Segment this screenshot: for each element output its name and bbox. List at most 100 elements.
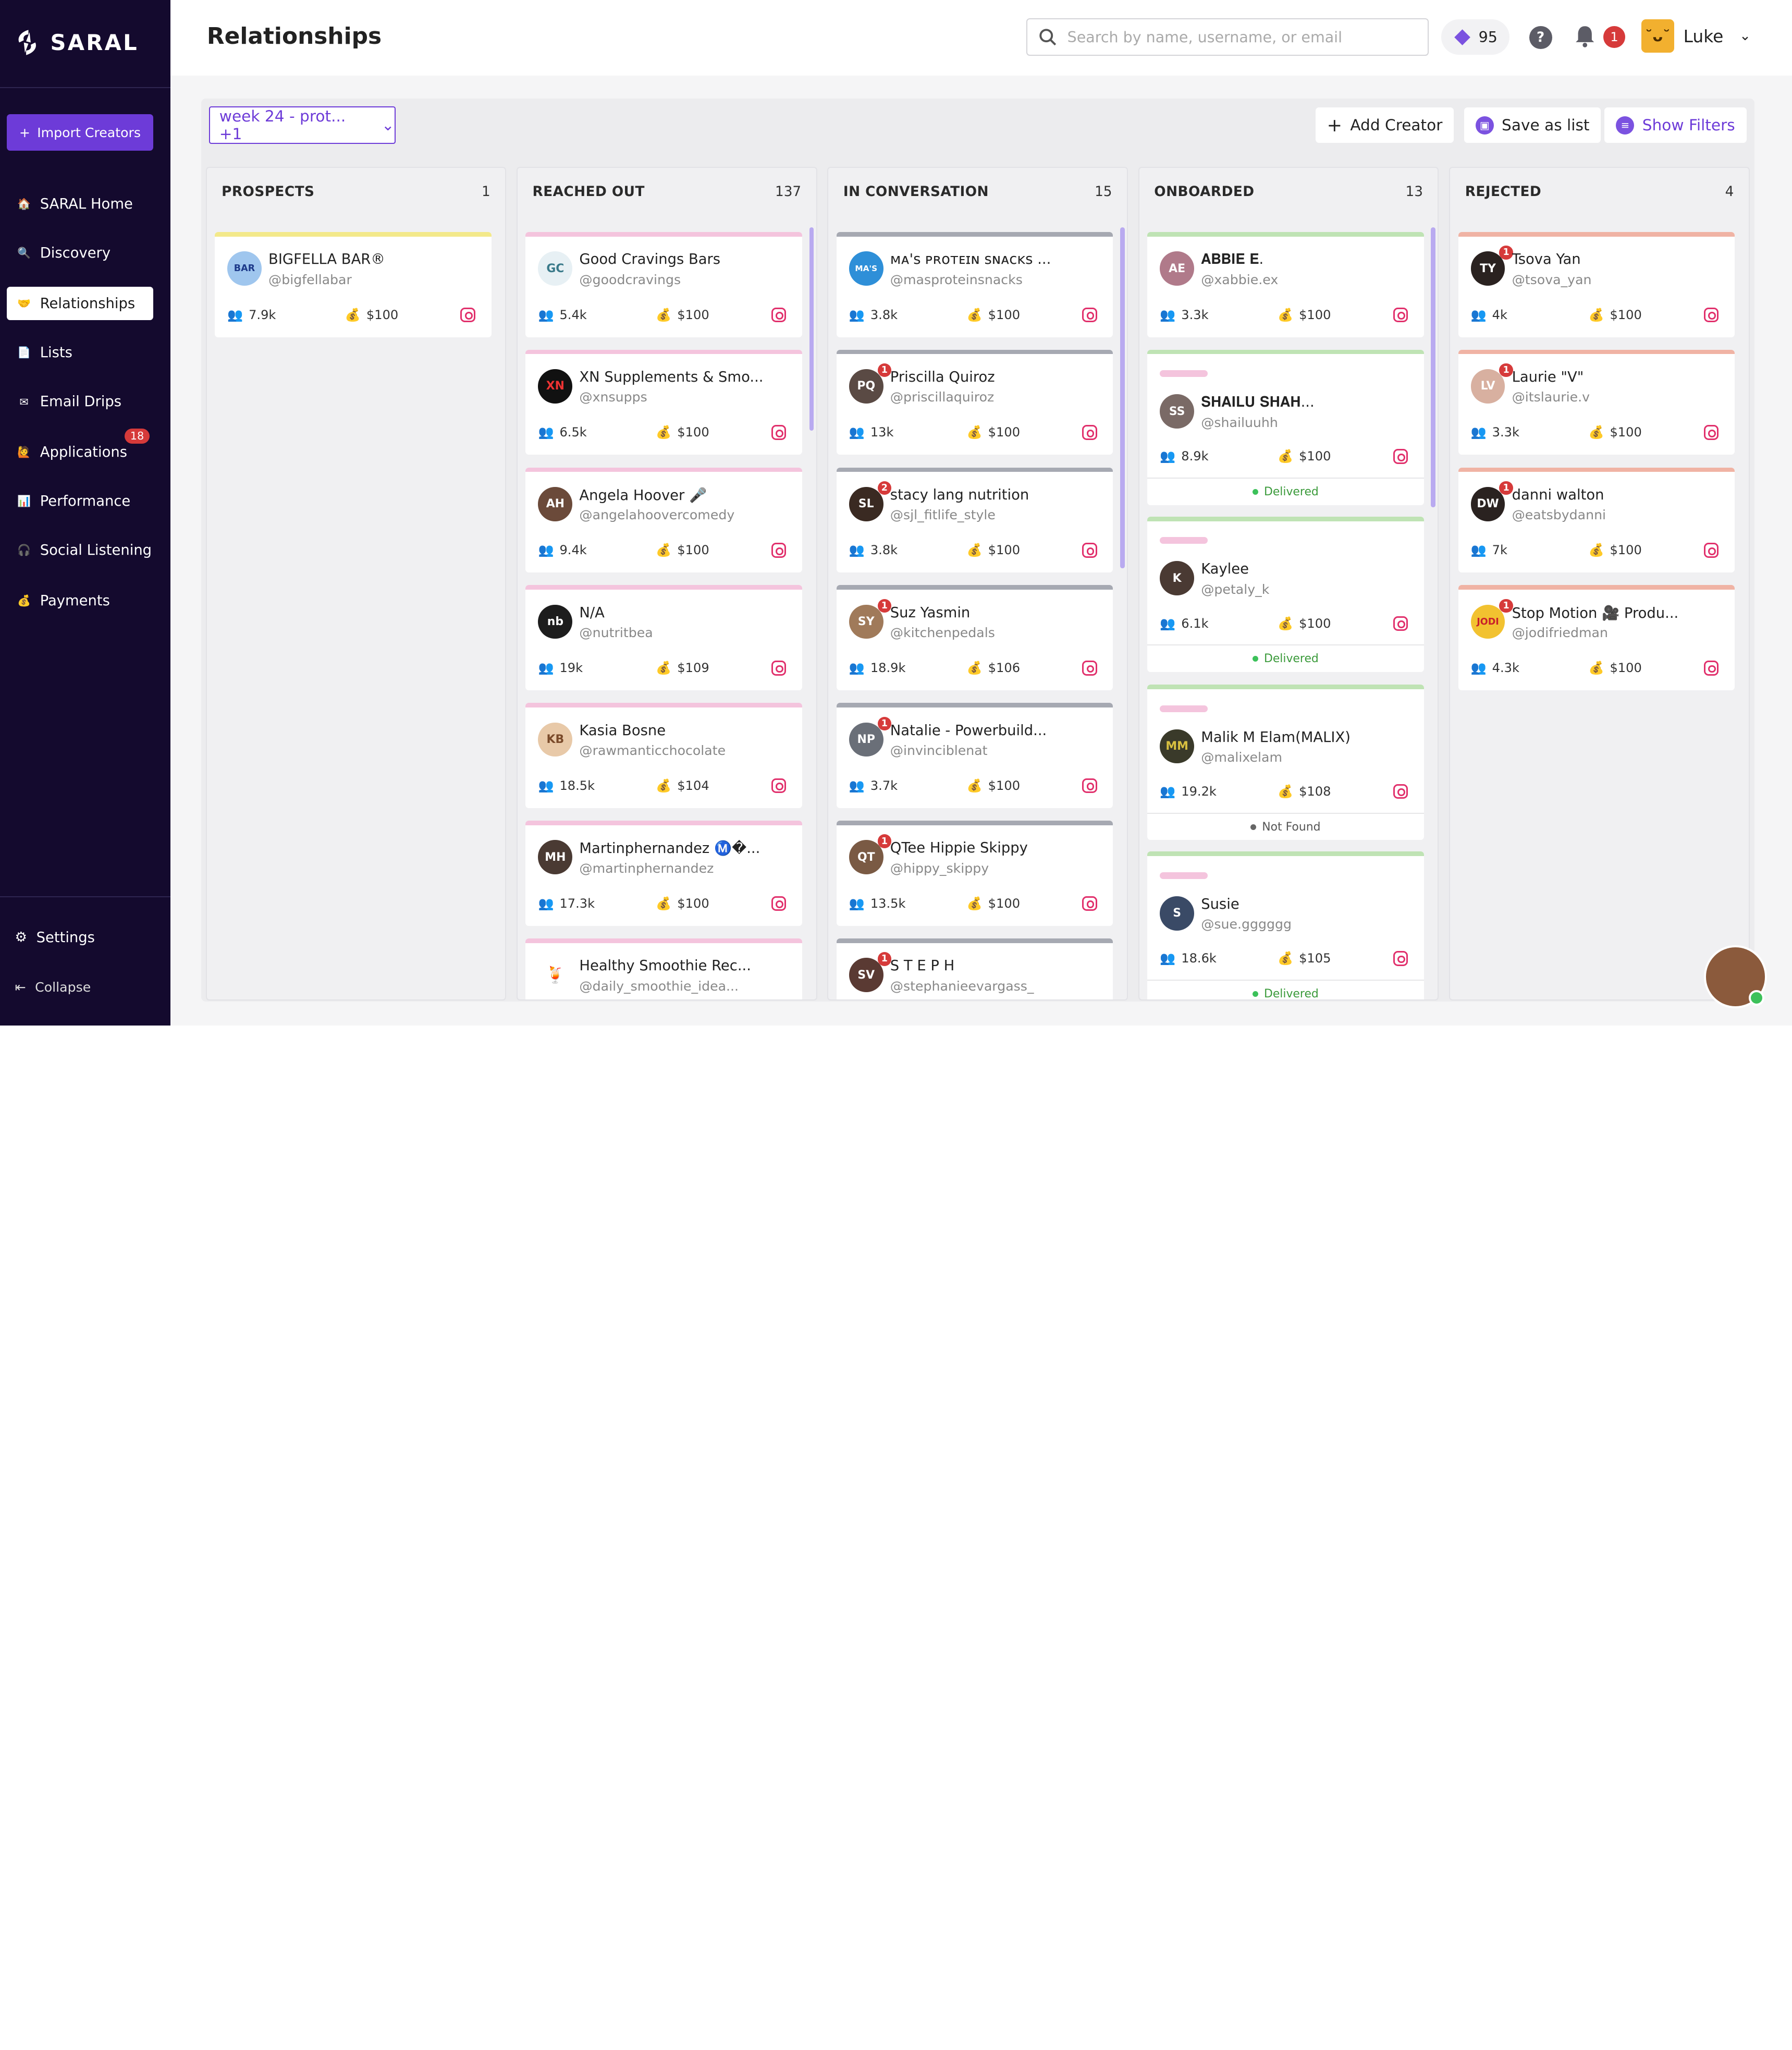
support-chat-avatar[interactable] xyxy=(1704,945,1767,1008)
creator-handle: @eatsbydanni xyxy=(1512,507,1606,523)
credits-badge[interactable]: 95 xyxy=(1441,19,1510,55)
creator-name: Malik M Elam(MALIX) xyxy=(1201,729,1351,746)
instagram-icon[interactable] xyxy=(771,778,787,794)
logo[interactable]: SARAL xyxy=(14,28,139,57)
creator-card[interactable]: SS 𝐒𝐇𝐀𝐈𝐋𝐔 𝐒𝐇𝐀𝐇... @shailuuhh 👥 8.9k 💰 $100… xyxy=(1147,349,1424,505)
instagram-icon[interactable] xyxy=(1703,543,1719,558)
price-value: 💰 $108 xyxy=(1278,784,1331,799)
creator-card[interactable]: BAR BIGFELLA BAR® @bigfellabar 👥 7.9k 💰 $1… xyxy=(214,231,492,337)
creator-card[interactable]: QT 1 QTee Hippie Skippy @hippy_skippy 👥 13… xyxy=(836,821,1113,926)
creator-card[interactable]: NP 1 Natalie - Powerbuild... @invinciblen… xyxy=(836,703,1113,808)
price-value: 💰 $100 xyxy=(966,543,1021,558)
instagram-icon[interactable] xyxy=(771,307,787,323)
sidebar-item-discovery[interactable]: 🔍 Discovery xyxy=(7,237,153,270)
instagram-icon[interactable] xyxy=(1082,543,1097,558)
bell-icon[interactable] xyxy=(1575,25,1595,48)
creator-handle: @itslaurie.v xyxy=(1512,389,1590,405)
collapse-button[interactable]: ⇤ Collapse xyxy=(15,980,91,995)
creator-card[interactable]: 🍹 Healthy Smoothie Rec... @daily_smoothi… xyxy=(525,938,802,999)
instagram-icon[interactable] xyxy=(771,661,787,676)
instagram-icon[interactable] xyxy=(1082,896,1097,911)
creator-card[interactable]: PQ 1 Priscilla Quiroz @priscillaquiroz 👥 1… xyxy=(836,349,1113,455)
instagram-icon[interactable] xyxy=(771,425,787,440)
tag-pill xyxy=(1160,537,1208,544)
creator-handle: @nutritbea xyxy=(579,625,653,641)
creator-card[interactable]: LV 1 Laurie "V" @itslaurie.v 👥 3.3k 💰 $100 xyxy=(1458,349,1735,455)
people-icon: 👥 xyxy=(849,778,865,793)
settings-link[interactable]: ⚙ Settings xyxy=(15,930,95,946)
search-box[interactable] xyxy=(1026,18,1429,56)
add-creator-button[interactable]: + Add Creator xyxy=(1315,107,1454,143)
instagram-icon[interactable] xyxy=(1393,449,1408,464)
sidebar-item-social-listening[interactable]: 🎧 Social Listening xyxy=(7,534,153,567)
creator-name: Healthy Smoothie Rec... xyxy=(579,958,751,974)
delivery-status: Delivered xyxy=(1147,644,1424,672)
user-menu[interactable]: ˘ᴗ˘ Luke ⌄ xyxy=(1641,19,1751,53)
money-bag-icon: 💰 xyxy=(1278,307,1294,322)
creator-card[interactable]: SV 1 S T E P H @stephanieevargass_ xyxy=(836,938,1113,999)
search-input[interactable] xyxy=(1067,28,1410,46)
instagram-icon[interactable] xyxy=(1703,425,1719,440)
help-icon[interactable]: ? xyxy=(1529,26,1552,50)
creator-name: N/A xyxy=(579,604,605,621)
sidebar-item-lists[interactable]: 📄 Lists xyxy=(7,336,153,370)
people-icon: 👥 xyxy=(849,661,865,676)
instagram-icon[interactable] xyxy=(1082,307,1097,323)
creator-card[interactable]: MM Malik M Elam(MALIX) @malixelam 👥 19.2k… xyxy=(1147,685,1424,840)
creator-card[interactable]: GC Good Cravings Bars @goodcravings 👥 5.4… xyxy=(525,231,802,337)
sidebar-item-payments[interactable]: 💰 Payments xyxy=(7,584,153,617)
creator-card[interactable]: SY 1 Suz Yasmin @kitchenpedals 👥 18.9k 💰 $1… xyxy=(836,585,1113,691)
sidebar-item-label: SARAL Home xyxy=(40,196,133,212)
collapse-label: Collapse xyxy=(35,980,91,995)
instagram-icon[interactable] xyxy=(771,543,787,558)
notification-count-badge: 1 xyxy=(1603,26,1625,48)
instagram-icon[interactable] xyxy=(1393,307,1408,323)
money-bag-icon: 💰 xyxy=(966,543,983,558)
instagram-icon[interactable] xyxy=(1703,307,1719,323)
unread-badge: 1 xyxy=(1499,599,1513,613)
instagram-icon[interactable] xyxy=(1393,616,1408,631)
creator-card[interactable]: nb N/A @nutritbea 👥 19k 💰 $109 xyxy=(525,585,802,691)
unread-badge: 1 xyxy=(1499,363,1513,377)
instagram-icon[interactable] xyxy=(771,896,787,911)
sidebar-item-relationships[interactable]: 🤝 Relationships xyxy=(7,287,153,320)
creator-card[interactable]: MA'S ᴍᴀ'ꜱ ᴘʀᴏᴛᴇɪɴ ꜱɴᴀᴄᴋꜱ ... @masprotein… xyxy=(836,231,1113,337)
creator-card[interactable]: KB Kasia Bosne @rawmanticchocolate 👥 18.5… xyxy=(525,703,802,808)
creator-card[interactable]: JODI 1 Stop Motion 🎥 Produ... @jodifriedm… xyxy=(1458,585,1735,691)
import-creators-button[interactable]: + Import Creators xyxy=(7,114,153,151)
price-value: 💰 $100 xyxy=(966,307,1021,322)
week-filter-dropdown[interactable]: week 24 - prot... +1 ⌄ xyxy=(209,106,396,144)
chart-icon: 📊 xyxy=(17,494,31,507)
column-scrollbar[interactable] xyxy=(1431,227,1436,508)
creator-name: Tsova Yan xyxy=(1512,251,1581,268)
instagram-icon[interactable] xyxy=(1082,425,1097,440)
creator-card[interactable]: SL 2 stacy lang nutrition @sjl_fitlife_st… xyxy=(836,467,1113,573)
column-scrollbar[interactable] xyxy=(809,227,814,431)
instagram-icon[interactable] xyxy=(1393,784,1408,799)
sidebar-item-label: Performance xyxy=(40,493,131,509)
creator-name: Susie xyxy=(1201,896,1239,912)
sidebar-item-applications[interactable]: 🙋 Applications 18 xyxy=(7,429,153,469)
sidebar-item-email-drips[interactable]: ✉ Email Drips xyxy=(7,385,153,419)
creator-card[interactable]: DW 1 danni walton @eatsbydanni 👥 7k 💰 $100 xyxy=(1458,467,1735,573)
followers-count: 👥 18.9k xyxy=(849,661,906,676)
instagram-icon[interactable] xyxy=(1393,951,1408,966)
instagram-icon[interactable] xyxy=(1082,661,1097,676)
creator-card[interactable]: S Susie @sue.gggggg 👥 18.6k 💰 $105 Deliver… xyxy=(1147,851,1424,999)
column-scrollbar[interactable] xyxy=(1120,227,1125,568)
instagram-icon[interactable] xyxy=(1703,661,1719,676)
sidebar: SARAL + Import Creators 🏠 SARAL Home 🔍 D… xyxy=(0,0,170,1026)
creator-card[interactable]: AE 𝐀𝐁𝐁𝐈𝐄 𝐄. @xabbie.ex 👥 3.3k 💰 $100 xyxy=(1147,231,1424,337)
creator-card[interactable]: K Kaylee @petaly_k 👥 6.1k 💰 $100 Delivered xyxy=(1147,516,1424,673)
creator-card[interactable]: MH Martinphernandez Ⓜ️�... @martinpherna… xyxy=(525,821,802,926)
sidebar-item-performance[interactable]: 📊 Performance xyxy=(7,485,153,518)
sidebar-item-label: Social Listening xyxy=(40,542,152,559)
sidebar-item-saral-home[interactable]: 🏠 SARAL Home xyxy=(7,188,153,221)
creator-card[interactable]: TY 1 Tsova Yan @tsova_yan 👥 4k 💰 $100 xyxy=(1458,231,1735,337)
show-filters-button[interactable]: ≡ Show Filters xyxy=(1604,107,1747,143)
instagram-icon[interactable] xyxy=(1082,778,1097,794)
save-as-list-button[interactable]: ▣ Save as list xyxy=(1464,107,1601,143)
creator-card[interactable]: XN XN Supplements & Smo... @xnsupps 👥 6.5… xyxy=(525,349,802,455)
instagram-icon[interactable] xyxy=(460,307,475,323)
creator-card[interactable]: AH Angela Hoover 🎤 @angelahoovercomedy 👥… xyxy=(525,467,802,573)
